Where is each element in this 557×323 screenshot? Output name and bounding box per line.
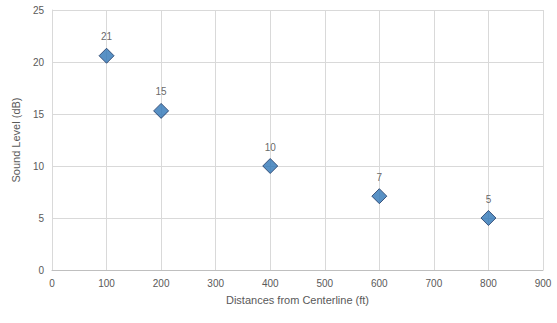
svg-text:100: 100 (98, 278, 115, 289)
svg-text:7: 7 (377, 172, 383, 183)
svg-text:21: 21 (101, 31, 113, 42)
svg-text:5: 5 (38, 213, 44, 224)
svg-text:20: 20 (33, 57, 45, 68)
svg-text:900: 900 (535, 278, 552, 289)
svg-text:10: 10 (265, 142, 277, 153)
svg-text:800: 800 (480, 278, 497, 289)
svg-text:300: 300 (207, 278, 224, 289)
svg-text:Distances from Centerline (ft): Distances from Centerline (ft) (226, 294, 369, 306)
svg-text:400: 400 (262, 278, 279, 289)
svg-text:0: 0 (49, 278, 55, 289)
svg-text:15: 15 (33, 109, 45, 120)
svg-text:500: 500 (316, 278, 333, 289)
svg-text:15: 15 (156, 86, 168, 97)
svg-text:5: 5 (486, 194, 492, 205)
svg-text:600: 600 (371, 278, 388, 289)
svg-text:Sound Level (dB): Sound Level (dB) (10, 98, 22, 183)
svg-text:25: 25 (33, 5, 45, 16)
svg-text:10: 10 (33, 161, 45, 172)
svg-text:200: 200 (153, 278, 170, 289)
svg-text:700: 700 (426, 278, 443, 289)
svg-text:0: 0 (38, 265, 44, 276)
